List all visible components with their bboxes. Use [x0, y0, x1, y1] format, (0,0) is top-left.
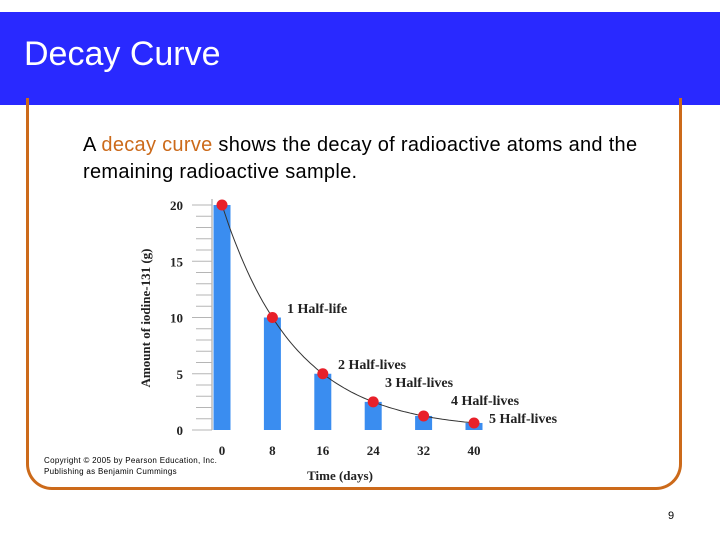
title-underline	[0, 105, 636, 108]
data-point	[468, 417, 480, 429]
data-point	[367, 396, 379, 408]
page-number: 9	[668, 510, 675, 522]
intro-highlight: decay curve	[101, 134, 213, 156]
half-life-annotation: 4 Half-lives	[451, 394, 520, 409]
copyright-line-2: Publishing as Benjamin Cummings	[44, 467, 177, 476]
half-life-annotation: 1 Half-life	[287, 302, 347, 317]
copyright-line-1: Copyright © 2005 by Pearson Education, I…	[44, 456, 218, 465]
data-point	[317, 368, 329, 380]
y-axis-label: Amount of iodine-131 (g)	[138, 248, 153, 387]
x-tick-label: 32	[417, 443, 430, 458]
bar	[213, 205, 231, 430]
decay-curve-line	[221, 204, 475, 424]
intro-after: shows the decay of radioactive atoms and…	[83, 134, 638, 183]
slide-title: Decay Curve	[24, 35, 221, 73]
y-tick-label: 20	[170, 198, 183, 213]
intro-before: A	[83, 134, 102, 156]
x-tick-label: 24	[367, 443, 381, 458]
x-tick-label: 40	[468, 443, 481, 458]
x-tick-label: 8	[269, 443, 276, 458]
x-tick-label: 16	[316, 443, 330, 458]
y-tick-label: 10	[170, 311, 183, 326]
bar	[364, 401, 382, 430]
title-bar	[0, 12, 720, 108]
slide-frame	[26, 98, 682, 490]
y-tick-label: 5	[177, 367, 184, 382]
x-tick-label: 0	[219, 443, 226, 458]
x-axis-label: Time (days)	[307, 468, 373, 483]
data-point	[418, 410, 430, 422]
half-life-annotation: 3 Half-lives	[385, 376, 454, 391]
data-point	[266, 312, 278, 323]
y-tick-label: 0	[177, 423, 184, 438]
bar	[263, 317, 281, 430]
bar	[314, 373, 332, 430]
bar	[415, 415, 433, 430]
intro-text: A decay curve shows the decay of radioac…	[83, 132, 643, 186]
half-life-annotation: 2 Half-lives	[338, 358, 407, 373]
copyright-notice: Copyright © 2005 by Pearson Education, I…	[44, 455, 217, 477]
half-life-annotation: 5 Half-lives	[489, 412, 558, 427]
y-tick-label: 15	[170, 254, 184, 269]
data-point	[216, 199, 228, 211]
